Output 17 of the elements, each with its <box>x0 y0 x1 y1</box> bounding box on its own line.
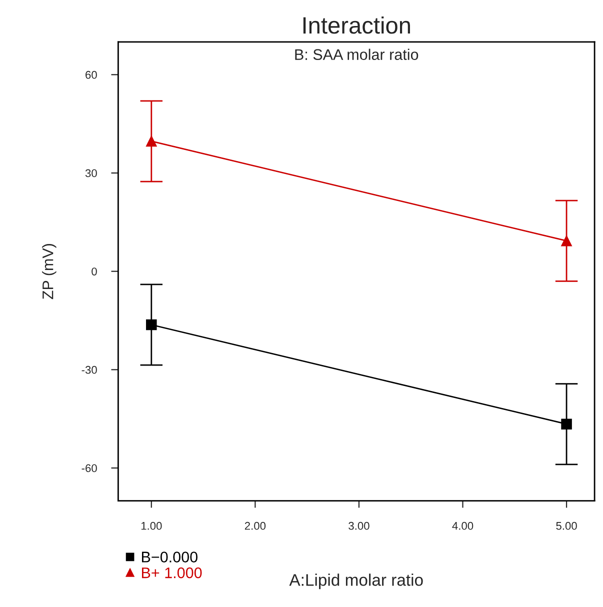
y-tick-label: -30 <box>82 366 97 374</box>
x-tick-label: 5.00 <box>556 522 577 530</box>
x-tick-label: 2.00 <box>244 522 266 530</box>
legend-label: B−0.000 <box>142 552 198 562</box>
x-axis-title: A:Lipid molar ratio <box>289 574 423 590</box>
y-tick-label: -60 <box>82 464 97 472</box>
x-tick-label: 3.00 <box>348 522 370 530</box>
x-tick-label: 4.00 <box>452 522 474 530</box>
y-axis-title: ZP (mV) <box>42 244 56 300</box>
y-tick-label: 30 <box>85 169 97 178</box>
y-tick-label: 0 <box>92 268 97 276</box>
chart-title: Interaction <box>303 16 410 34</box>
chart-subtitle: B: SAA molar ratio <box>295 48 418 60</box>
point <box>561 418 572 430</box>
legend-label: B+ 1.000 <box>142 567 202 578</box>
y-tick-label: 60 <box>86 70 97 79</box>
x-tick-label: 1.00 <box>141 522 162 530</box>
